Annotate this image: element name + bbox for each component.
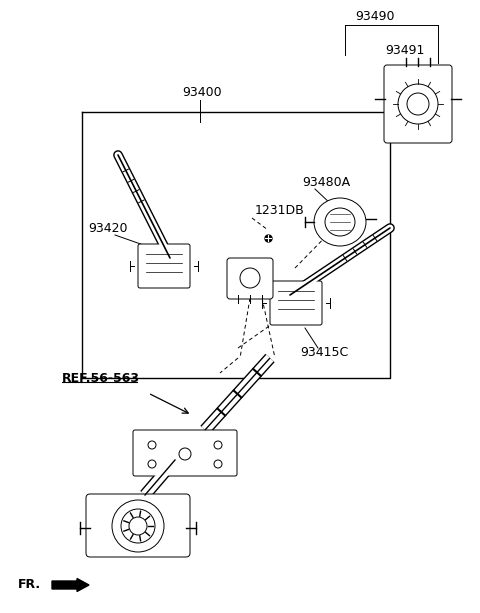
Text: REF.56-563: REF.56-563 [62, 371, 140, 384]
Text: 93415C: 93415C [300, 346, 348, 359]
Circle shape [129, 517, 147, 535]
Text: 1231DB: 1231DB [255, 204, 305, 216]
Text: 93400: 93400 [182, 85, 222, 99]
Circle shape [148, 460, 156, 468]
Circle shape [240, 268, 260, 288]
Ellipse shape [325, 208, 355, 236]
Text: 93490: 93490 [355, 9, 395, 23]
Circle shape [407, 93, 429, 115]
Circle shape [148, 441, 156, 449]
Circle shape [112, 500, 164, 552]
Text: 93491: 93491 [385, 44, 424, 56]
Circle shape [179, 448, 191, 460]
Text: 93480A: 93480A [302, 175, 350, 189]
Circle shape [214, 441, 222, 449]
Circle shape [398, 84, 438, 124]
Text: 93420: 93420 [88, 221, 128, 235]
FancyBboxPatch shape [86, 494, 190, 557]
Circle shape [121, 509, 155, 543]
FancyBboxPatch shape [227, 258, 273, 299]
Circle shape [214, 460, 222, 468]
FancyBboxPatch shape [133, 430, 237, 476]
FancyBboxPatch shape [270, 281, 322, 325]
FancyBboxPatch shape [384, 65, 452, 143]
Ellipse shape [314, 198, 366, 246]
Text: FR.: FR. [18, 579, 41, 592]
FancyArrow shape [52, 579, 89, 592]
FancyBboxPatch shape [138, 244, 190, 288]
